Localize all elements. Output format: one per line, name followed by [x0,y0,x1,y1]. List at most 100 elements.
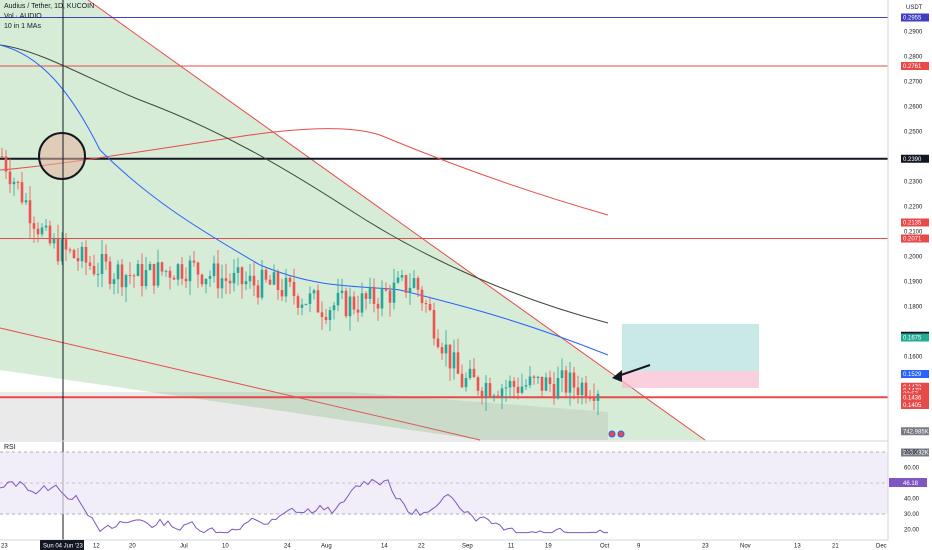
candle-body [280,289,284,297]
rsi-line [0,478,608,534]
rsi-tick: 30.00 [904,512,920,518]
candle-body [172,277,176,280]
time-tick: Nov [740,544,751,550]
candle-body [524,385,528,387]
candle-body [304,303,308,305]
candle-body [80,246,84,262]
time-tick: Oct [600,544,610,550]
candle-body [452,352,456,369]
candle-body [92,265,96,275]
candle-body [244,281,248,285]
ma-indicator-label[interactable]: 10 in 1 MAs [4,23,41,30]
horizontal-levels [0,17,888,399]
time-tick: 13 [794,544,801,550]
candle-body [428,304,432,310]
candle-body [456,352,460,374]
price-axis[interactable] [888,0,932,550]
candle-body [388,290,392,303]
candle-body [472,368,476,378]
candle-body [192,260,196,263]
candle-body [272,272,276,285]
time-tick: 10 [222,544,229,550]
candle-body [584,382,588,398]
candle-body [40,227,44,235]
time-ticks: 23 12 20 Jul 10 24 Aug 14 22 Sep 11 19 Oct 9 23 Nov 13 21… [1,544,887,550]
event-icon[interactable] [617,430,625,438]
candle-body [76,258,80,262]
price-badge [901,218,929,227]
candle-body [352,296,356,310]
candle-body [224,278,228,281]
price-badge-label: 0.1529 [903,372,922,378]
candle-body [316,290,320,313]
candle-body [500,388,504,397]
breakdown-circle[interactable] [38,132,86,180]
candle-body [120,264,124,288]
candle-body [364,293,368,299]
channel-upper-line[interactable] [87,0,706,441]
target-zone[interactable] [622,324,759,371]
time-tick: 12 [93,544,100,550]
candle-body [324,317,328,321]
event-icon[interactable] [608,430,616,438]
candle-body [68,249,72,251]
price-tick: 0.2800 [904,54,923,60]
candle-body [44,225,48,228]
candle-body [160,262,164,272]
price-badge-label: 0.2071 [903,237,922,243]
candle-body [416,278,420,290]
rsi-current-value: 46.18 [903,481,919,487]
candle-body [248,275,252,282]
channel-lower-line[interactable] [0,327,481,441]
price-badge [901,62,929,70]
symbol-title[interactable]: Audius / Tether, 1D, KUCOIN [4,3,95,10]
stop-zone[interactable] [622,371,759,388]
price-badge [901,370,929,378]
price-badge [901,393,929,402]
candle-body [348,296,352,317]
rsi-label[interactable]: RSI [4,444,16,451]
candle-body [96,274,100,276]
ma-blue-line [0,44,609,356]
candle-body [344,290,348,317]
price-tick: 0.1600 [904,354,923,360]
price-badge-label: 0.1436 [903,395,922,401]
time-tick: 11 [508,544,515,550]
candle-body [148,264,152,271]
candle-body [48,225,52,244]
candle-body [252,275,256,286]
volume-indicator-label[interactable]: Vol · AUDIO [4,13,42,20]
candle-body [108,261,112,285]
candle-body [112,279,116,285]
candle-body [156,262,160,286]
candle-body [460,373,464,388]
candle-body [396,277,400,283]
candle-body [88,262,92,266]
candle-body [516,386,520,393]
ma-dark-line [0,44,609,324]
candle-body [64,239,68,250]
price-badge [901,427,929,436]
candle-body [484,383,488,397]
price-badges: 0.29550.27610.23900.21350.20710.16820.16… [901,13,929,457]
price-tick: 0.2700 [904,79,923,85]
candle-body [12,181,16,185]
time-tick: 19 [545,544,552,550]
candle-body [196,262,200,275]
candle-body [532,376,536,378]
candle-body [116,264,120,280]
price-badge-label: 0.1405 [903,403,922,409]
time-tick: 20 [129,544,136,550]
candle-body [528,376,532,386]
candle-body [392,282,396,303]
candle-body [60,239,64,262]
candle-body [372,286,376,304]
time-axis[interactable] [0,540,932,550]
candle-body [288,277,292,282]
candle-body [360,293,364,313]
candle-body [328,310,332,321]
candle-body [256,285,260,298]
candle-body [204,278,208,285]
